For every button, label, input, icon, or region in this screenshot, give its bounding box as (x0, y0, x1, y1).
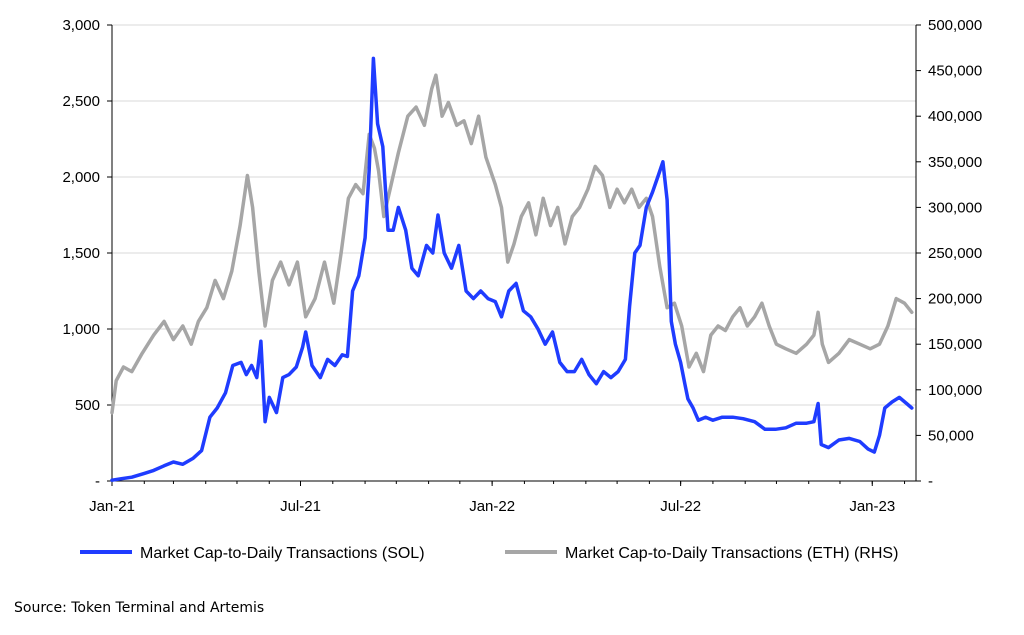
right-y-axis-ticks: - 50,000 100,000 150,000 200,000 250,000 300,0… (916, 17, 982, 490)
left-tick-label: 2,000 (62, 169, 100, 186)
x-tick-label: Jan-23 (849, 498, 895, 515)
left-tick-label: - (95, 473, 100, 490)
right-tick-label: 400,000 (928, 108, 982, 125)
series-layer (110, 56, 914, 482)
left-tick-label: 1,000 (62, 321, 100, 338)
gridlines (112, 24, 916, 406)
x-tick-label: Jul-22 (660, 498, 701, 515)
sol-series-line (110, 56, 914, 482)
left-tick-label: 3,000 (62, 17, 100, 34)
legend: Market Cap-to-Daily Transactions (SOL) Ma… (80, 545, 898, 562)
left-tick-label: 500 (75, 397, 100, 414)
source-note: Source: Token Terminal and Artemis (14, 600, 265, 616)
legend-label: Market Cap-to-Daily Transactions (ETH) (… (565, 545, 898, 562)
eth-series-line (110, 73, 914, 415)
right-tick-label: 500,000 (928, 17, 982, 34)
x-tick-label: Jan-21 (89, 498, 135, 515)
x-tick-label: Jul-21 (280, 498, 321, 515)
left-y-axis-ticks: - 500 1,000 1,500 2,000 2,500 3,000 (62, 17, 112, 490)
right-tick-label: - (928, 473, 933, 490)
right-tick-label: 300,000 (928, 199, 982, 216)
right-tick-label: 100,000 (928, 382, 982, 399)
x-axis-ticks: Jan-21 Jul-21 Jan-22 Jul-22 Jan-23 (89, 481, 906, 515)
right-tick-label: 450,000 (928, 63, 982, 80)
legend-label: Market Cap-to-Daily Transactions (SOL) (140, 545, 425, 562)
right-tick-label: 150,000 (928, 336, 982, 353)
x-tick-label: Jan-22 (469, 498, 515, 515)
right-tick-label: 200,000 (928, 291, 982, 308)
right-tick-label: 50,000 (928, 427, 974, 444)
left-tick-label: 2,500 (62, 93, 100, 110)
right-tick-label: 350,000 (928, 154, 982, 171)
dual-axis-line-chart: - 500 1,000 1,500 2,000 2,500 3,000 - 50,000 100… (62, 17, 982, 562)
right-tick-label: 250,000 (928, 245, 982, 262)
left-tick-label: 1,500 (62, 245, 100, 262)
